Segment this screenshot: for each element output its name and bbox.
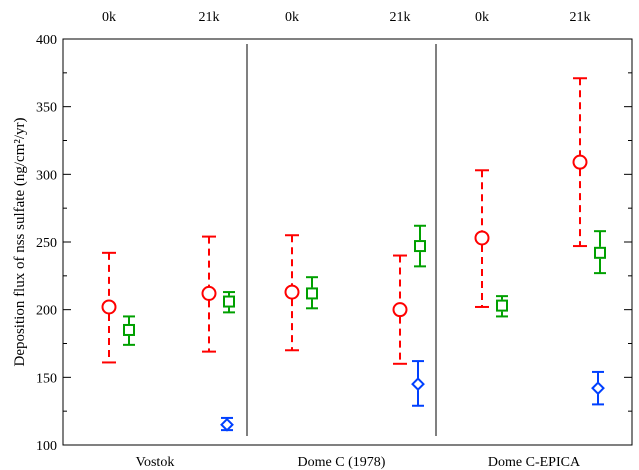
data-point-square bbox=[414, 224, 426, 268]
period-label: 21k bbox=[390, 10, 411, 25]
square-marker bbox=[414, 240, 426, 253]
period-label: 0k bbox=[102, 10, 116, 25]
data-point-square bbox=[223, 291, 235, 314]
data-point-circle bbox=[101, 251, 117, 364]
square-marker bbox=[123, 323, 135, 336]
y-tick-label: 250 bbox=[36, 236, 57, 251]
circle-marker bbox=[201, 285, 217, 301]
y-tick-label: 400 bbox=[36, 33, 57, 48]
period-label: 21k bbox=[570, 10, 591, 25]
data-point-circle bbox=[392, 254, 408, 365]
circle-marker bbox=[284, 284, 300, 300]
y-axis-label: Deposition flux of nss sulfate (ng/cm²/y… bbox=[12, 117, 28, 366]
data-point-square bbox=[123, 315, 135, 346]
period-label: 21k bbox=[199, 10, 220, 25]
square-marker bbox=[306, 287, 318, 300]
y-tick-label: 150 bbox=[36, 371, 57, 386]
circle-marker bbox=[474, 230, 490, 246]
y-tick-label: 200 bbox=[36, 304, 57, 319]
period-label: 0k bbox=[475, 10, 489, 25]
panel-label: Vostok bbox=[136, 455, 175, 470]
circle-marker bbox=[101, 299, 117, 315]
data-point-diamond bbox=[220, 416, 234, 432]
y-tick-label: 300 bbox=[36, 168, 57, 183]
period-label: 0k bbox=[285, 10, 299, 25]
square-marker bbox=[594, 246, 606, 259]
data-point-square bbox=[306, 276, 318, 310]
data-point-circle bbox=[572, 77, 588, 248]
diamond-marker bbox=[591, 381, 605, 396]
data-point-square bbox=[594, 230, 606, 275]
data-point-circle bbox=[474, 169, 490, 308]
y-tick-label: 350 bbox=[36, 101, 57, 116]
data-point-square bbox=[496, 295, 508, 318]
plot-frame bbox=[62, 38, 633, 446]
circle-marker bbox=[392, 302, 408, 318]
data-point-diamond bbox=[591, 370, 605, 406]
circle-marker bbox=[572, 154, 588, 170]
panel-label: Dome C-EPICA bbox=[488, 455, 581, 470]
square-marker bbox=[496, 299, 508, 312]
diamond-marker bbox=[220, 417, 234, 432]
data-point-diamond bbox=[411, 360, 425, 407]
panel-label: Dome C (1978) bbox=[298, 455, 386, 470]
diamond-marker bbox=[411, 377, 425, 392]
square-marker bbox=[223, 295, 235, 308]
data-point-circle bbox=[284, 234, 300, 352]
data-point-circle bbox=[201, 235, 217, 353]
y-tick-label: 100 bbox=[36, 439, 57, 454]
